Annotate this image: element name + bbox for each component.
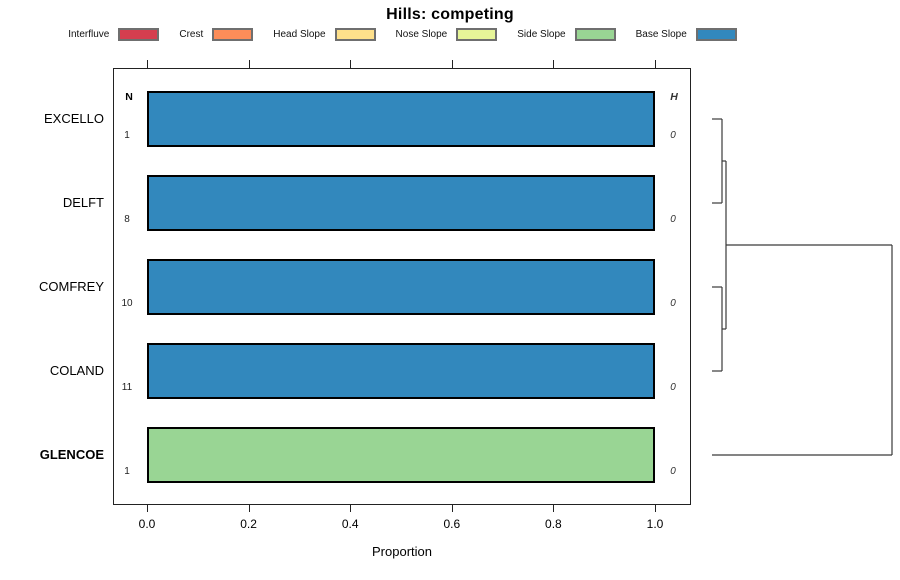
category-label: COLAND: [49, 363, 104, 378]
axis-tick-top: [350, 60, 352, 68]
h-column-header: H: [670, 91, 678, 103]
n-value: 1: [124, 466, 130, 477]
axis-tick-bottom: [451, 505, 453, 512]
axis-tick-label: 0.6: [443, 517, 461, 531]
axis-tick-top: [451, 60, 453, 68]
legend-item: Base Slope: [635, 27, 737, 41]
category-label: DELFT: [62, 195, 104, 210]
n-value: 10: [121, 298, 133, 309]
proportion-bar: [147, 259, 655, 315]
bar-segment: [149, 429, 653, 481]
h-value: 0: [670, 214, 676, 225]
axis-tick-label: 0.4: [341, 517, 359, 531]
legend-label: Side Slope: [517, 28, 566, 40]
axis-tick-label: 1.0: [646, 517, 664, 531]
axis-tick-top: [248, 60, 250, 68]
proportion-bar: [147, 175, 655, 231]
legend-item: Crest: [179, 27, 254, 41]
legend-item: Nose Slope: [395, 27, 498, 41]
axis-tick-bottom: [553, 505, 555, 512]
legend-label: Nose Slope: [395, 28, 448, 40]
h-value: 0: [670, 466, 676, 477]
legend-swatch: [574, 27, 616, 41]
h-value: 0: [670, 298, 676, 309]
legend-label: Crest: [179, 28, 204, 40]
legend-item: Head Slope: [273, 27, 376, 41]
h-value: 0: [670, 382, 676, 393]
category-label: COMFREY: [39, 279, 104, 294]
legend-label: Interfluve: [68, 28, 110, 40]
legend-item: Interfluve: [68, 27, 160, 41]
proportion-bar: [147, 91, 655, 147]
proportion-bar: [147, 427, 655, 483]
legend-label: Base Slope: [635, 28, 687, 40]
proportion-bar: [147, 343, 655, 399]
axis-tick-bottom: [147, 505, 148, 512]
axis-tick-top: [655, 60, 656, 68]
n-column-header: N: [125, 91, 133, 103]
legend-label: Head Slope: [273, 28, 326, 40]
x-axis-label: Proportion: [372, 544, 432, 559]
legend-swatch: [334, 27, 376, 41]
axis-tick-bottom: [248, 505, 250, 512]
legend-swatch: [118, 27, 160, 41]
axis-tick-label: 0.2: [240, 517, 257, 531]
chart-title: Hills: competing: [386, 6, 514, 23]
n-value: 1: [124, 130, 130, 141]
axis-tick-top: [147, 60, 148, 68]
category-label: EXCELLO: [44, 111, 104, 126]
bar-segment: [149, 345, 653, 397]
bar-segment: [149, 93, 653, 145]
axis-tick-top: [553, 60, 555, 68]
bar-segment: [149, 177, 653, 229]
legend-swatch: [212, 27, 254, 41]
axis-tick-bottom: [655, 505, 656, 512]
legend-swatch: [456, 27, 498, 41]
axis-tick-label: 0.0: [138, 517, 156, 531]
axis-tick-bottom: [350, 505, 352, 512]
bar-segment: [149, 261, 653, 313]
legend-swatch: [695, 27, 737, 41]
n-value: 11: [121, 382, 133, 393]
category-label: GLENCOE: [39, 447, 104, 462]
h-value: 0: [670, 130, 676, 141]
legend: Interfluve Crest Head Slope Nose Slope Side …: [0, 26, 805, 42]
n-value: 8: [124, 214, 130, 225]
legend-item: Side Slope: [517, 27, 616, 41]
axis-tick-label: 0.8: [545, 517, 562, 531]
